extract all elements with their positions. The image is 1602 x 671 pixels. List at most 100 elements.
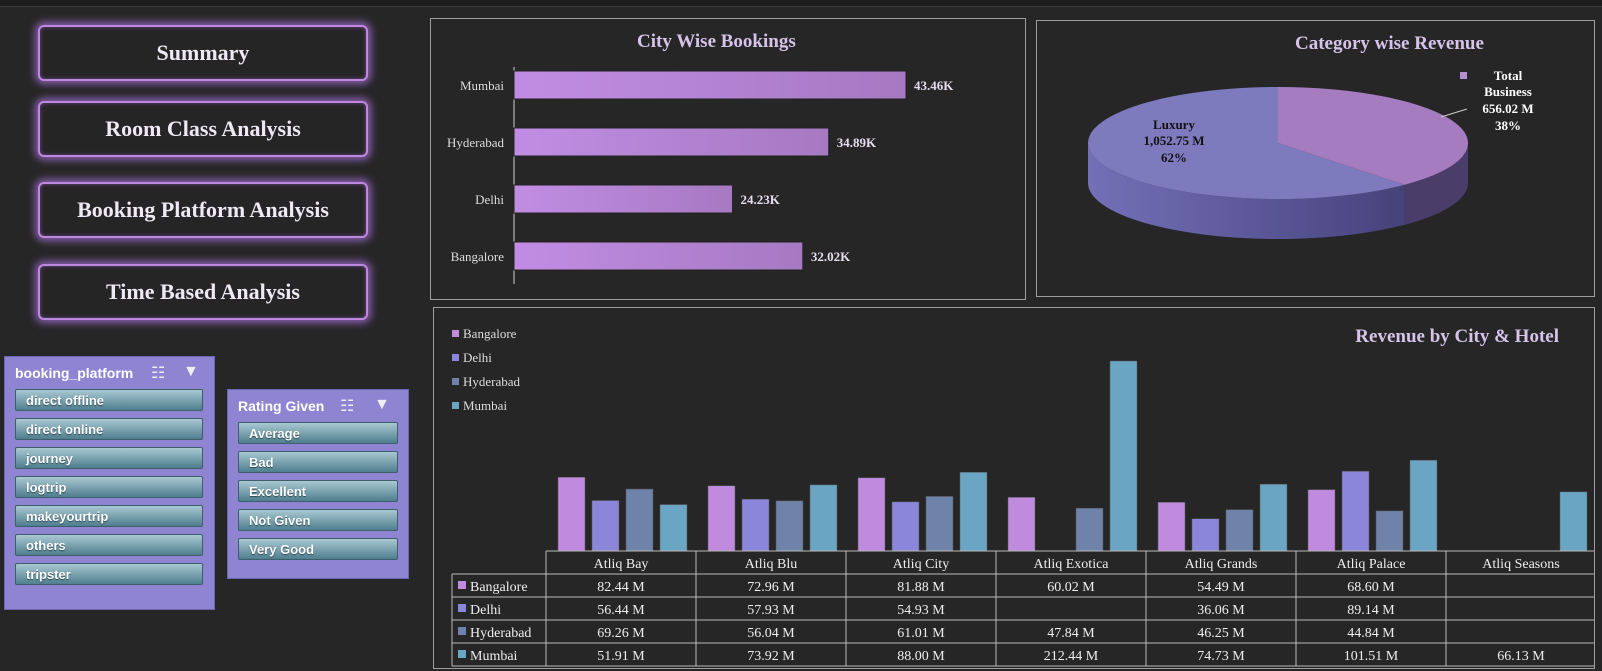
column-bar [809,484,838,552]
slice-label-name: Luxury [1153,117,1195,132]
column-bar [1559,491,1588,552]
slicer-item[interactable]: direct offline [15,389,203,411]
table-cell: 88.00 M [897,649,945,664]
table-header: Atliq Palace [1337,557,1406,572]
column-bar [1375,510,1404,552]
column-bar [659,504,688,552]
slicer-item[interactable]: Very Good [238,538,398,560]
bar [513,127,830,157]
revenue-city-hotel-chart: Revenue by City & Hotel Bangalore Delhi Hyd… [433,307,1595,669]
table-cell: 212.44 M [1044,649,1099,664]
chart-title: City Wise Bookings [637,31,796,52]
table-cell: 56.04 M [747,626,795,641]
city-wise-bookings-chart: City Wise Bookings Mumbai 43.46K Hyderabad… [430,18,1026,300]
slicer-item[interactable]: Average [238,422,398,444]
pie-slice-business [1278,87,1468,185]
bookings-bar-svg: Mumbai 43.46K Hyderabad 34.89K Delhi 24.23K Ba… [447,67,954,284]
column-header-strip [0,0,1602,7]
legend-swatch [458,581,466,589]
table-header: Atliq City [893,557,949,572]
table-cell: 54.49 M [1197,580,1245,595]
clear-filter-icon[interactable]: ▼ [183,363,199,380]
slicer-item[interactable]: makeyourtrip [15,505,203,527]
time-based-analysis-button[interactable]: Time Based Analysis [38,264,368,320]
column-bar [891,501,920,552]
table-cell: 72.96 M [747,580,795,595]
multi-select-icon[interactable]: ☷ [151,365,166,382]
slicer-item[interactable]: Bad [238,451,398,473]
leader-line [1440,108,1468,118]
table-cell: 74.73 M [1197,649,1245,664]
category-label: Mumbai [460,78,504,93]
data-label: 43.46K [914,78,954,93]
column-bar [857,477,886,552]
clear-filter-icon[interactable]: ▼ [374,396,390,413]
legend-label: Bangalore [463,326,517,341]
pie-side [1088,143,1468,239]
legend-label: Hyderabad [463,374,521,389]
legend-swatch [452,330,459,337]
column-bar [775,500,804,552]
table-header: Atliq Grands [1185,557,1258,572]
slicer-title: Rating Given [238,398,325,414]
slicer-item[interactable]: Excellent [238,480,398,502]
table-header: Atliq Exotica [1033,557,1109,572]
slice-label-pct: 62% [1161,150,1187,165]
legend-swatch [452,378,459,385]
multi-select-icon[interactable]: ☷ [340,398,355,415]
booking-platform-analysis-button[interactable]: Booking Platform Analysis [38,182,368,238]
category-label: Delhi [475,192,504,207]
pie-slice-luxury [1088,87,1405,199]
slicer-title: booking_platform [15,365,134,381]
table-cell: 60.02 M [1047,580,1095,595]
table-cell: 69.26 M [597,626,645,641]
slicer-item[interactable]: tripster [15,563,203,585]
column-bar [741,498,770,552]
table-header: Atliq Bay [594,557,649,572]
table-cell: 46.25 M [1197,626,1245,641]
category-label: Hyderabad [447,135,505,150]
column-bar [1157,502,1186,552]
column-bar [1409,459,1438,552]
table-cell: 44.84 M [1347,626,1395,641]
table-row-label: Hyderabad [470,626,531,641]
data-label: 32.02K [811,249,851,264]
table-row-label: Bangalore [470,580,528,595]
slice-label-name: Business [1484,84,1532,99]
slicer-item[interactable]: logtrip [15,476,203,498]
summary-button[interactable]: Summary [38,25,368,81]
column-bar [925,496,954,552]
table-cell: 47.84 M [1047,626,1095,641]
column-bar [1341,471,1370,552]
table-cell: 61.01 M [897,626,945,641]
column-bar [707,485,736,552]
column-bar [1075,507,1104,552]
column-bar [557,477,586,552]
column-bar [1307,489,1336,552]
slicer-item[interactable]: Not Given [238,509,398,531]
slicer-item[interactable]: journey [15,447,203,469]
slicer-item[interactable]: direct online [15,418,203,440]
slicer-item[interactable]: others [15,534,203,556]
legend-swatch [452,354,459,361]
pie-side-business [1404,143,1468,225]
bar [513,70,907,100]
category-label: Bangalore [451,249,505,264]
bar [513,241,804,271]
table-cell: 66.13 M [1497,649,1545,664]
column-bar [1225,509,1254,552]
slice-label-pct: 38% [1495,118,1521,133]
table-cell: 68.60 M [1347,580,1395,595]
legend-swatch [1460,72,1467,79]
column-bar [1191,518,1220,552]
rating-given-slicer[interactable]: Rating Given ☷ ▼ Average Bad Excellent Not … [227,389,409,579]
table-row-label: Mumbai [470,649,518,664]
table-cell: 51.91 M [597,649,645,664]
booking-platform-slicer[interactable]: booking_platform ☷ ▼ direct offline direc… [4,356,215,610]
table-row-label: Delhi [470,603,501,618]
slice-label-name: Total [1494,68,1523,83]
room-class-analysis-button[interactable]: Room Class Analysis [38,101,368,157]
table-cell: 81.88 M [897,580,945,595]
legend-label: Delhi [463,350,492,365]
table-header: Atliq Blu [745,557,798,572]
